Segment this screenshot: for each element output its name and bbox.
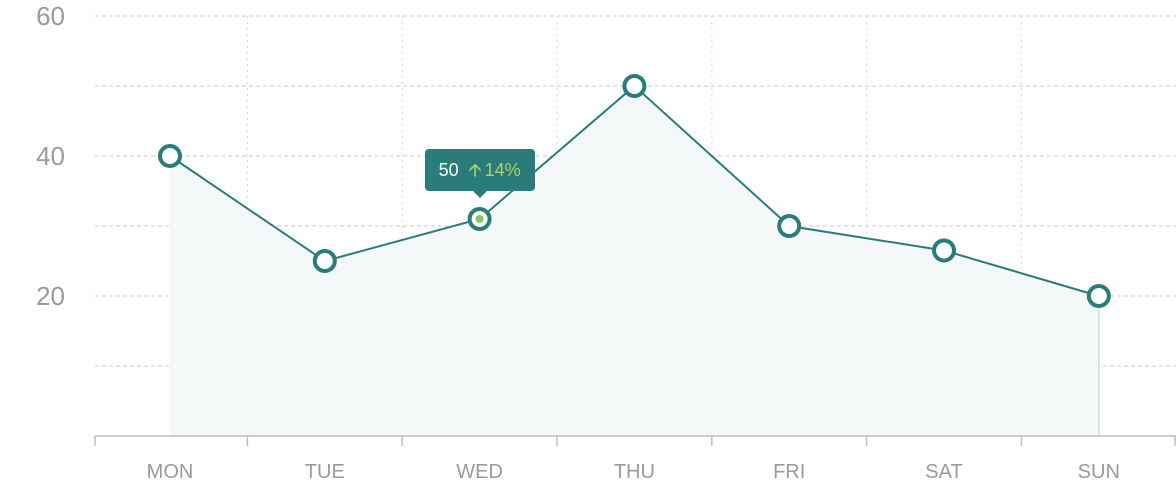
x-tick-label: TUE [305, 461, 345, 483]
data-point-fri [777, 214, 802, 238]
x-tick-label: WED [456, 461, 503, 483]
tooltip-value: 50 [438, 159, 459, 180]
y-tick-label: 60 [36, 1, 65, 31]
series-area-layer [170, 86, 1100, 436]
x-tick-label: SAT [925, 461, 962, 483]
data-point-mon [158, 144, 182, 168]
highlight-dot [475, 215, 484, 223]
tooltip-change: 🡩 14% [469, 160, 521, 181]
x-tick-label: MON [147, 461, 194, 483]
x-axis [94, 435, 1176, 446]
x-tick-label: THU [614, 461, 655, 483]
data-point-sun [1086, 284, 1111, 308]
y-tick-label: 20 [36, 281, 65, 311]
x-tick-label: SUN [1078, 461, 1120, 483]
x-tick-label: FRI [773, 461, 805, 483]
data-point-tue [312, 249, 337, 273]
x-axis-labels: MON TUE WED THU FRI SAT SUN [147, 461, 1120, 483]
tooltip-change-value: 14% [484, 159, 521, 180]
y-axis-labels: 20 40 60 [36, 1, 65, 311]
series-area [170, 86, 1099, 436]
data-point-thu [622, 74, 647, 98]
y-tick-label: 40 [36, 141, 65, 171]
value-tooltip: 50 🡩 14% [424, 149, 535, 198]
data-points [158, 74, 1111, 308]
data-point-sat [932, 238, 956, 263]
arrow-up-icon: 🡩 [468, 160, 482, 180]
